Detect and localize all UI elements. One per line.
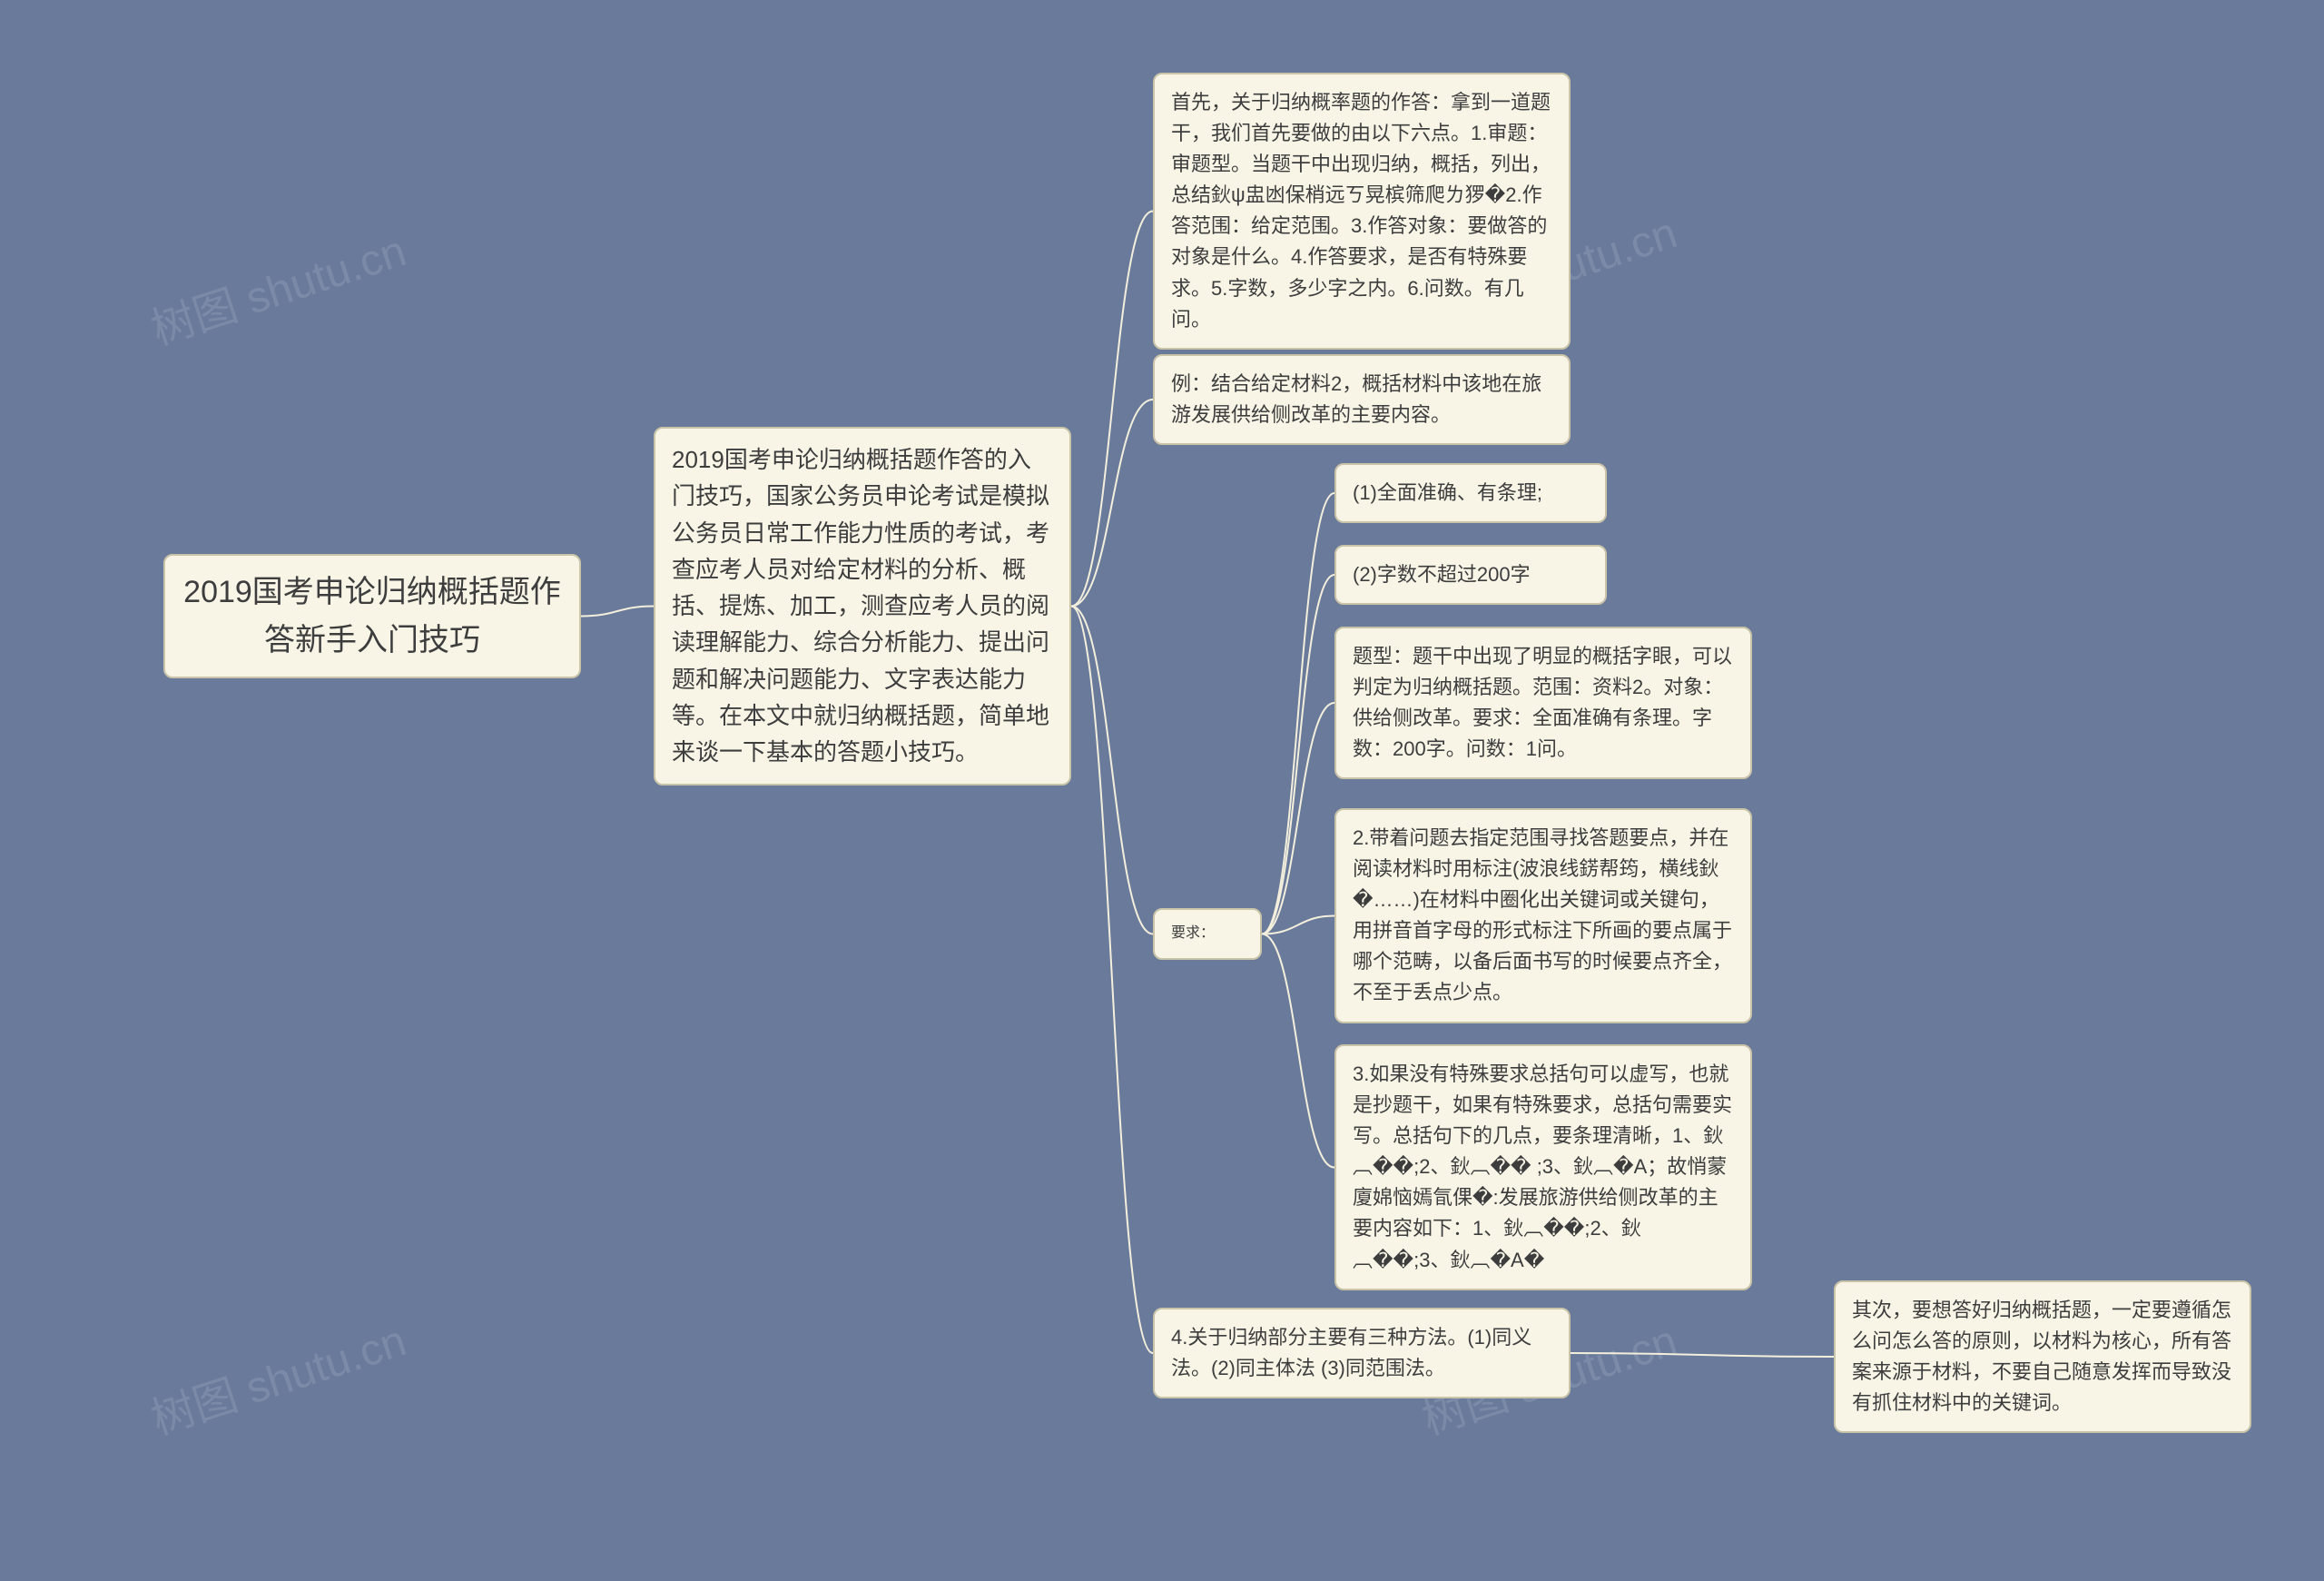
requirement-1-node[interactable]: (1)全面准确、有条理;	[1334, 463, 1607, 523]
watermark: 树图 shutu.cn	[142, 1305, 412, 1447]
requirement-4-node[interactable]: 2.带着问题去指定范围寻找答题要点，并在阅读材料时用标注(波浪线錺帮筠，横线鈥�…	[1334, 808, 1752, 1023]
example-node[interactable]: 例：结合给定材料2，概括材料中该地在旅游发展供给侧改革的主要内容。	[1153, 354, 1571, 445]
root-node[interactable]: 2019国考申论归纳概括题作答新手入门技巧	[163, 554, 581, 678]
secondly-node[interactable]: 其次，要想答好归纳概括题，一定要遵循怎么问怎么答的原则，以材料为核心，所有答案来…	[1834, 1280, 2251, 1433]
watermark: 树图 shutu.cn	[142, 215, 412, 357]
requirement-3-node[interactable]: 题型：题干中出现了明显的概括字眼，可以判定为归纳概括题。范围：资料2。对象：供给…	[1334, 627, 1752, 779]
first-step-node[interactable]: 首先，关于归纳概率题的作答：拿到一道题干，我们首先要做的由以下六点。1.审题：审…	[1153, 73, 1571, 350]
requirements-label-node[interactable]: 要求：	[1153, 908, 1262, 960]
methods-node[interactable]: 4.关于归纳部分主要有三种方法。(1)同义法。(2)同主体法 (3)同范围法。	[1153, 1308, 1571, 1398]
intro-node[interactable]: 2019国考申论归纳概括题作答的入门技巧，国家公务员申论考试是模拟公务员日常工作…	[654, 427, 1071, 786]
requirement-5-node[interactable]: 3.如果没有特殊要求总括句可以虚写，也就是抄题干，如果有特殊要求，总括句需要实写…	[1334, 1044, 1752, 1290]
requirement-2-node[interactable]: (2)字数不超过200字	[1334, 545, 1607, 605]
